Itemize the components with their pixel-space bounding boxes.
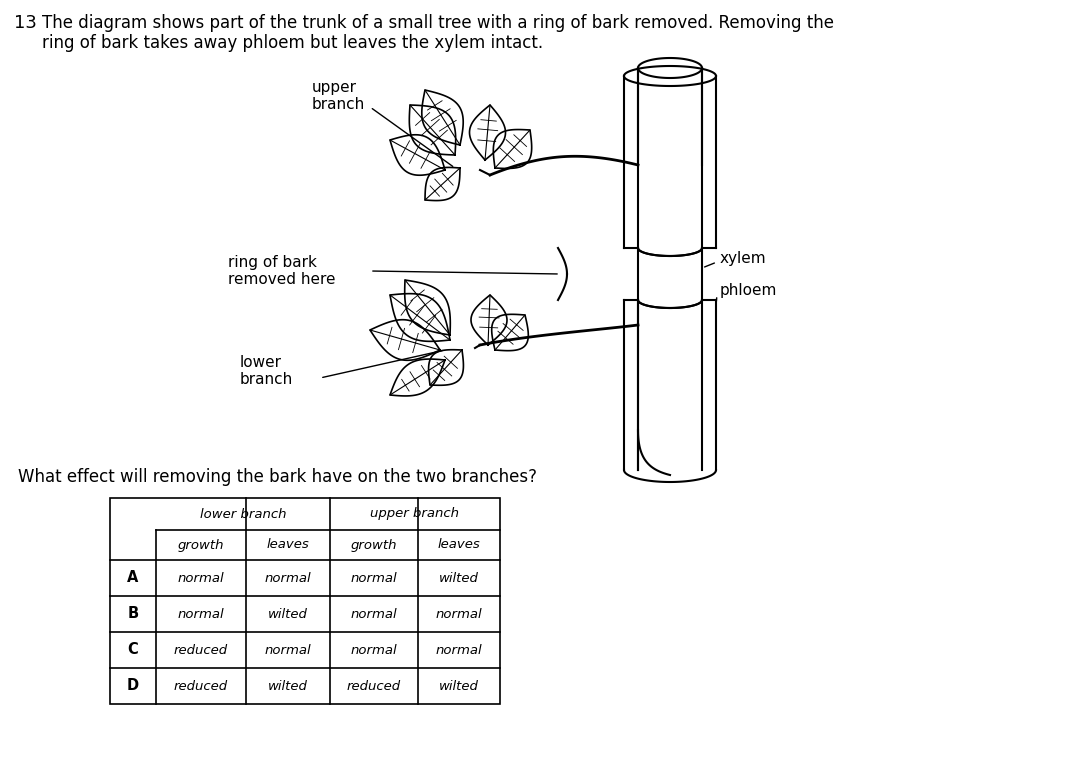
Text: normal: normal (351, 607, 397, 620)
Text: B: B (127, 606, 138, 622)
Text: ring of bark
removed here: ring of bark removed here (228, 255, 336, 287)
Text: What effect will removing the bark have on the two branches?: What effect will removing the bark have … (18, 468, 537, 486)
Text: lower branch: lower branch (200, 508, 286, 521)
Text: leaves: leaves (267, 539, 310, 552)
Text: upper branch: upper branch (370, 508, 460, 521)
Text: normal: normal (264, 644, 312, 657)
Text: normal: normal (436, 644, 482, 657)
Text: growth: growth (178, 539, 224, 552)
Text: xylem: xylem (720, 251, 766, 265)
Text: lower
branch: lower branch (240, 355, 293, 388)
Text: reduced: reduced (174, 679, 228, 692)
Bar (110, 498, 500, 704)
Text: The diagram shows part of the trunk of a small tree with a ring of bark removed.: The diagram shows part of the trunk of a… (42, 14, 834, 32)
Text: wilted: wilted (268, 679, 308, 692)
Text: normal: normal (436, 607, 482, 620)
Text: A: A (127, 571, 139, 585)
Text: leaves: leaves (438, 539, 480, 552)
Text: normal: normal (178, 607, 224, 620)
Text: phloem: phloem (720, 283, 777, 297)
Text: normal: normal (351, 572, 397, 584)
Text: ring of bark takes away phloem but leaves the xylem intact.: ring of bark takes away phloem but leave… (42, 34, 543, 52)
Text: upper
branch: upper branch (312, 80, 366, 112)
Text: normal: normal (264, 572, 312, 584)
Text: normal: normal (351, 644, 397, 657)
Text: growth: growth (351, 539, 397, 552)
Text: C: C (127, 642, 138, 657)
Text: 13: 13 (14, 14, 37, 32)
Text: reduced: reduced (174, 644, 228, 657)
Text: normal: normal (178, 572, 224, 584)
Text: wilted: wilted (439, 572, 479, 584)
Text: reduced: reduced (347, 679, 401, 692)
Text: wilted: wilted (439, 679, 479, 692)
Text: D: D (127, 679, 139, 693)
Text: wilted: wilted (268, 607, 308, 620)
